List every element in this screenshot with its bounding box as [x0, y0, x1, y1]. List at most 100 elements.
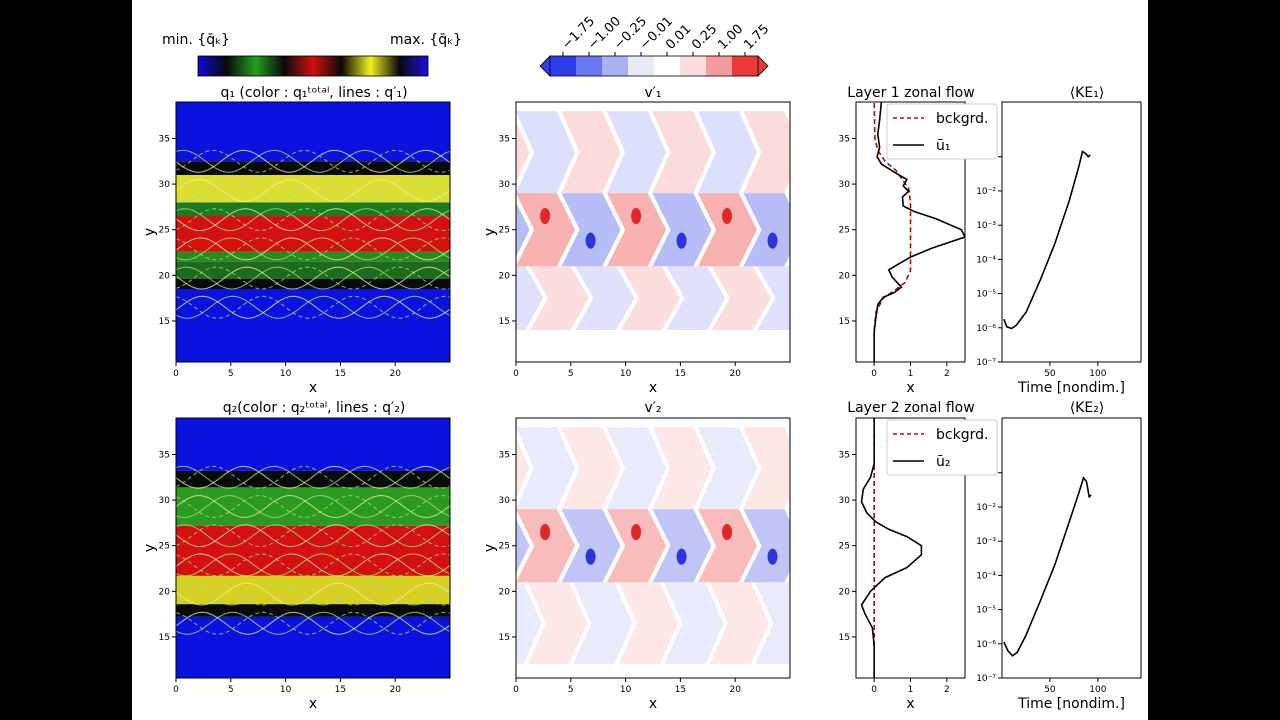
field-lobe [620, 266, 680, 331]
colorbar-segment [732, 56, 759, 76]
x-tick-label: 100 [1089, 685, 1106, 695]
field-core [449, 208, 459, 224]
contour-line [176, 149, 450, 173]
field-lobe [573, 582, 633, 665]
legend-layer2: bckgrd. ū₂ [886, 419, 998, 476]
y-tick-label: 25 [159, 226, 170, 236]
heatmap-band [176, 525, 450, 576]
x-tick-label: 5 [568, 369, 574, 379]
field-lobe [652, 111, 712, 194]
colorbar-diverging: −1.75−1.00−0.25−0.010.010.251.001.75 [539, 14, 772, 77]
field-core [767, 232, 778, 249]
contour-line [176, 582, 450, 606]
contour-line [176, 178, 450, 202]
x-tick-label: 5 [568, 685, 574, 695]
colorbar-segment [680, 56, 707, 76]
colorbar-sequential-bar [197, 55, 429, 77]
field-core [813, 524, 823, 540]
series-line [860, 418, 923, 678]
y-tick-label: 15 [499, 317, 510, 327]
contour-line [176, 295, 450, 319]
x-tick-label: 15 [675, 685, 686, 695]
x-tick-label: 10 [280, 369, 292, 379]
contour-line [176, 208, 450, 232]
field-lobe [516, 518, 530, 574]
field-lobe [561, 509, 621, 583]
y-tick-label: 10⁻⁷ [976, 674, 996, 684]
field-core [676, 232, 687, 249]
field-lobe [743, 427, 790, 510]
y-tick-label: 25 [499, 226, 510, 236]
x-axis-label: x [649, 380, 657, 396]
y-tick-label: 30 [839, 180, 851, 190]
axes-frame [175, 417, 451, 679]
field-lobe [561, 193, 621, 267]
y-tick-label: 35 [159, 450, 170, 460]
colorbar-segment [550, 56, 577, 76]
contour-line [176, 208, 450, 232]
plot-area [873, 102, 965, 362]
field-lobe [516, 437, 530, 499]
field-lobe [516, 193, 576, 267]
y-tick-label: 30 [839, 496, 851, 506]
field-lobe [561, 111, 621, 194]
field-lobe [894, 266, 953, 330]
heatmap-bg [516, 418, 790, 678]
field-lobe [529, 266, 589, 331]
x-tick-label: 0 [871, 369, 877, 379]
v2-title: v′₂ [644, 400, 661, 416]
series-line [873, 102, 912, 362]
y-tick-label: 20 [499, 271, 511, 281]
x-tick-label: 15 [335, 685, 346, 695]
x-axis-label: x [649, 696, 657, 712]
y-tick-label: 25 [839, 542, 850, 552]
y-tick-label: 15 [159, 633, 170, 643]
heatmap-bg [516, 102, 790, 362]
heatmap-band [176, 278, 450, 290]
field-lobe [848, 266, 907, 330]
x-tick-label: 10 [620, 685, 632, 695]
contour-line [176, 524, 450, 548]
y-tick-label: 25 [159, 542, 170, 552]
contour-line [176, 495, 450, 518]
x-tick-label: 0 [173, 685, 179, 695]
field-core [813, 208, 823, 224]
heatmap-field [449, 102, 953, 362]
axes-frame [1001, 417, 1142, 679]
field-lobe [757, 266, 790, 331]
contour-line [176, 494, 450, 518]
y-tick-label: 20 [159, 271, 171, 281]
field-core [722, 524, 733, 541]
field-lobe [652, 427, 712, 510]
contour-line [176, 611, 450, 635]
colorbar-segment [602, 56, 629, 76]
field-lobe [516, 582, 542, 665]
field-core [540, 208, 551, 225]
y-tick-label: 15 [839, 633, 850, 643]
field-lobe [652, 509, 712, 583]
y-tick-label: 20 [159, 587, 171, 597]
y-tick-label: 35 [499, 134, 510, 144]
field-lobe [561, 427, 621, 510]
y-tick-label: 35 [839, 450, 850, 460]
heatmap-band [176, 575, 450, 605]
colorbar-segment [706, 56, 733, 76]
x-tick-label: 5 [228, 369, 234, 379]
heatmap-field [516, 418, 939, 678]
field-lobe [697, 427, 757, 510]
axes-frame [515, 101, 791, 363]
y-tick-label: 25 [839, 226, 850, 236]
y-tick-label: 25 [499, 542, 510, 552]
colorbar-max-label: max. {q̄ₖ} [390, 32, 462, 48]
y-tick-label: 30 [499, 180, 511, 190]
contour-line [176, 149, 450, 173]
y-tick-label: 30 [159, 496, 171, 506]
heatmap-field [176, 418, 450, 678]
heatmap-band [176, 418, 450, 471]
field-lobe [880, 509, 939, 582]
y-tick-label: 10⁻⁶ [976, 640, 996, 650]
heatmap-band [176, 616, 450, 678]
contour-line [176, 295, 450, 319]
